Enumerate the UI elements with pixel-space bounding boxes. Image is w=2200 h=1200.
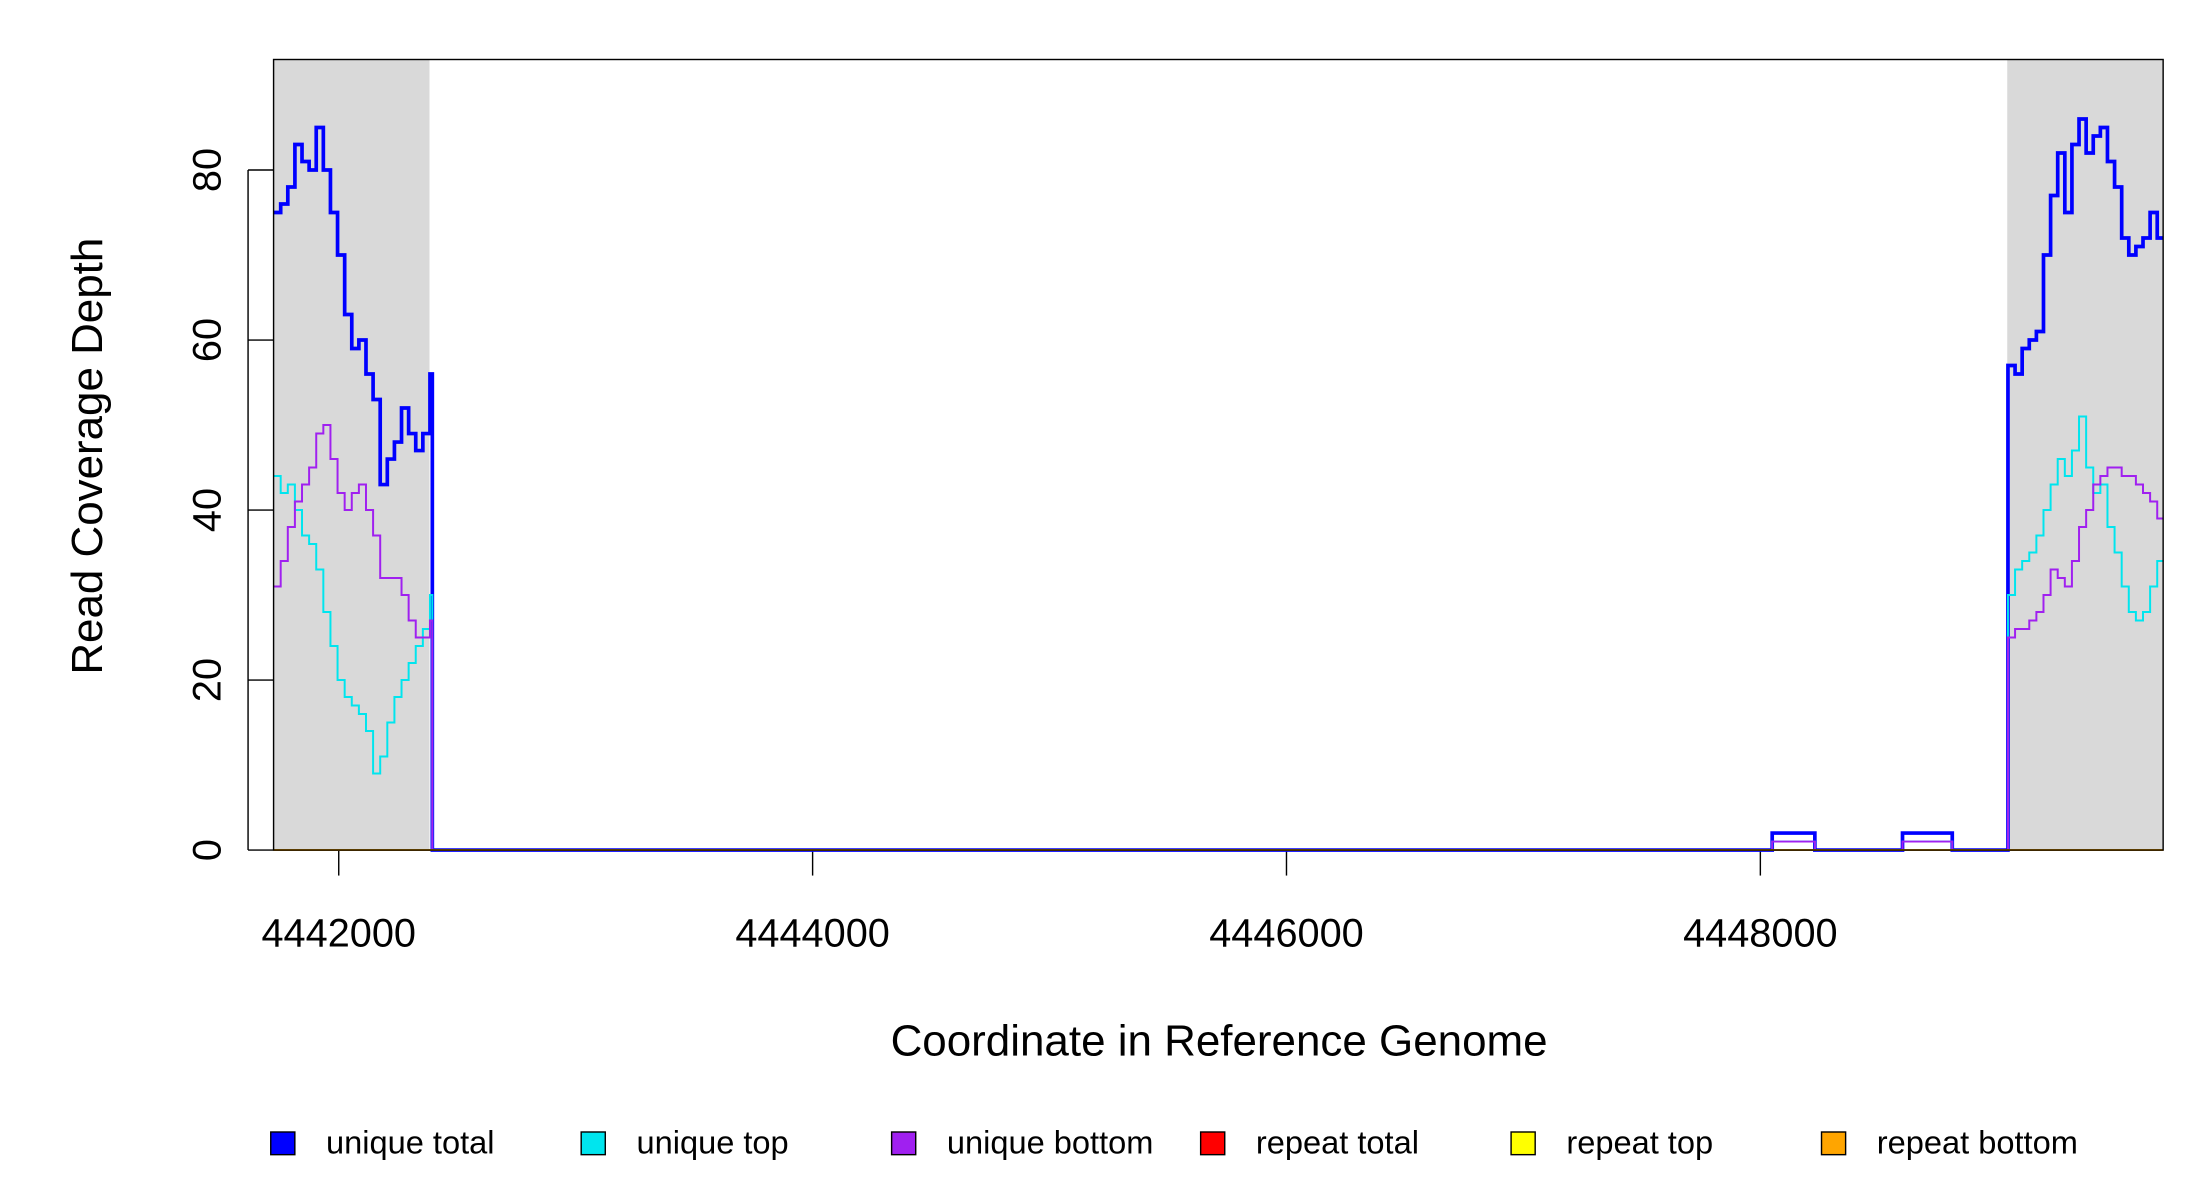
x-tick-label: 4444000 (735, 911, 889, 955)
legend-label: unique total (326, 1123, 495, 1160)
legend-item: unique total (270, 1123, 495, 1160)
legend-label: repeat bottom (1877, 1123, 2078, 1160)
legend-swatch (890, 1131, 917, 1156)
legend-item: unique bottom (890, 1123, 1154, 1160)
series-line (273, 415, 2164, 852)
y-tick-label: 20 (185, 658, 229, 702)
y-tick-label: 0 (185, 839, 229, 861)
legend-label: repeat total (1256, 1123, 1419, 1160)
y-tick-label: 80 (185, 148, 229, 192)
legend-swatch (1199, 1131, 1226, 1156)
legend-swatch (1820, 1131, 1847, 1156)
shaded-region (273, 59, 430, 851)
series-line (273, 117, 2164, 852)
y-tick-label: 40 (185, 488, 229, 532)
series-line (273, 424, 2164, 852)
x-axis-title: Coordinate in Reference Genome (891, 1017, 1548, 1066)
legend-swatch (1510, 1131, 1536, 1156)
legend-label: unique bottom (947, 1123, 1154, 1160)
y-tick-label: 60 (185, 318, 229, 362)
legend-item: repeat bottom (1820, 1123, 2078, 1160)
plot-frame (272, 58, 2164, 851)
legend-swatch (270, 1131, 296, 1156)
y-axis-title: Read Coverage Depth (63, 238, 112, 675)
x-tick-label: 4446000 (1209, 911, 1363, 955)
legend-item: repeat top (1510, 1123, 1713, 1160)
legend-swatch (580, 1131, 606, 1156)
x-tick-label: 4448000 (1683, 911, 1837, 955)
x-tick-label: 4442000 (261, 911, 415, 955)
legend-label: repeat top (1566, 1123, 1713, 1160)
legend-label: unique top (636, 1123, 788, 1160)
legend-item: repeat total (1199, 1123, 1419, 1160)
legend-item: unique top (580, 1123, 789, 1160)
